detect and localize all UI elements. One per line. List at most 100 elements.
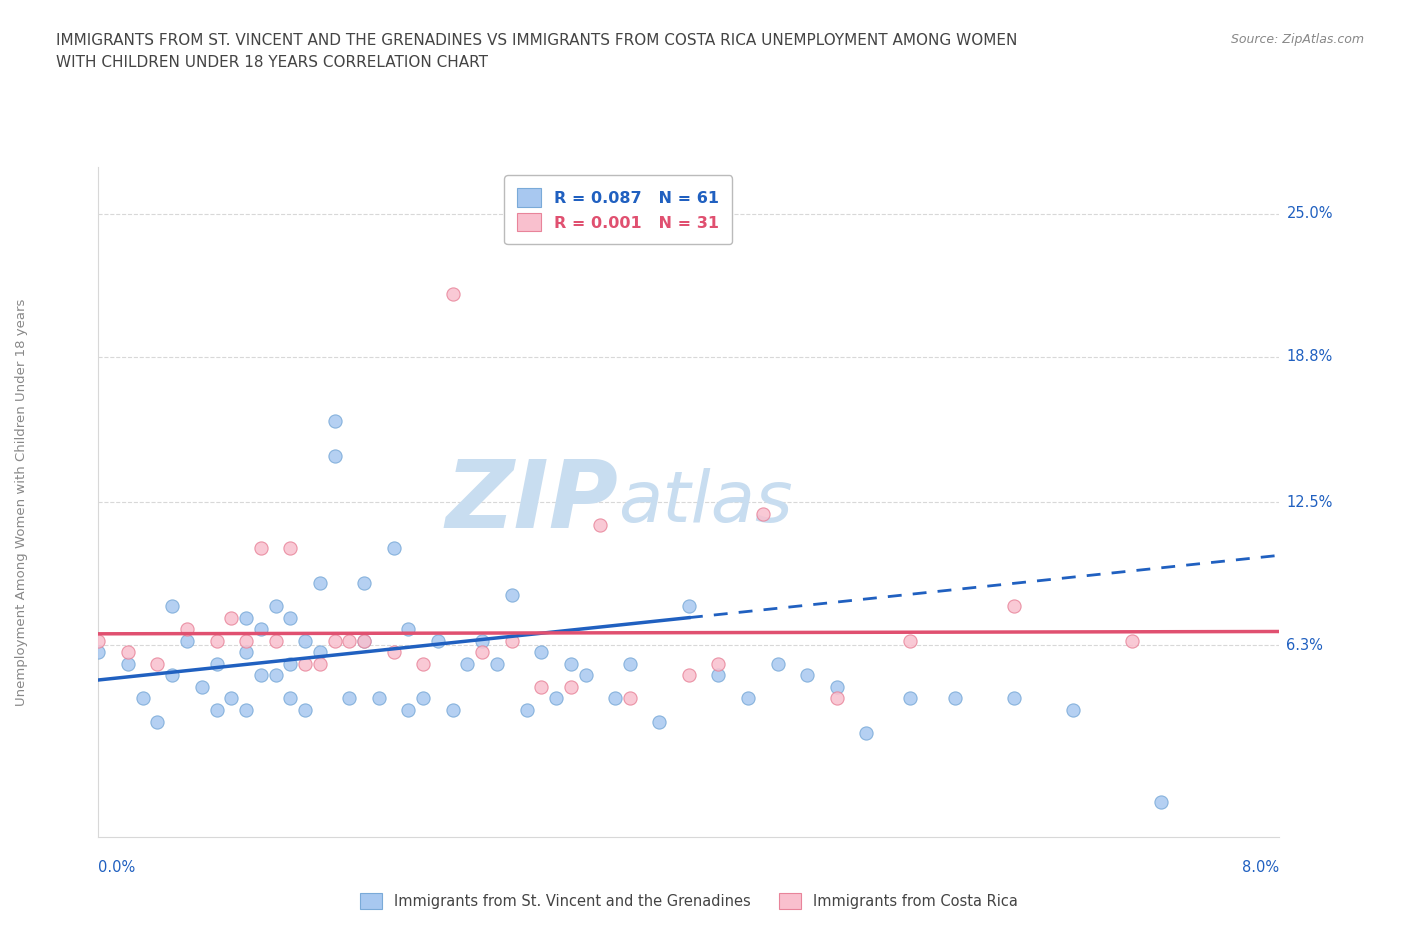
Point	[855, 725, 877, 740]
Point	[1002, 691, 1025, 706]
Text: 8.0%: 8.0%	[1243, 860, 1279, 875]
Point	[456, 657, 478, 671]
Point	[191, 680, 214, 695]
Point	[501, 633, 523, 648]
Point	[605, 691, 627, 706]
Point	[337, 633, 360, 648]
Point	[294, 702, 316, 717]
Point	[205, 702, 228, 717]
Point	[278, 691, 301, 706]
Point	[707, 657, 730, 671]
Text: Unemployment Among Women with Children Under 18 years: Unemployment Among Women with Children U…	[14, 299, 28, 706]
Point	[412, 691, 434, 706]
Point	[278, 610, 301, 625]
Point	[323, 414, 346, 429]
Point	[530, 644, 553, 659]
Point	[205, 657, 228, 671]
Point	[337, 691, 360, 706]
Text: 18.8%: 18.8%	[1286, 350, 1333, 365]
Point	[146, 714, 169, 729]
Point	[294, 657, 316, 671]
Point	[250, 622, 273, 637]
Point	[426, 633, 449, 648]
Point	[308, 644, 332, 659]
Point	[235, 610, 257, 625]
Point	[235, 702, 257, 717]
Point	[205, 633, 228, 648]
Point	[648, 714, 671, 729]
Point	[412, 657, 434, 671]
Text: atlas: atlas	[619, 468, 793, 537]
Point	[367, 691, 389, 706]
Point	[1121, 633, 1143, 648]
Point	[1002, 599, 1025, 614]
Point	[264, 599, 287, 614]
Point	[235, 633, 257, 648]
Point	[678, 599, 700, 614]
Point	[87, 633, 110, 648]
Point	[176, 622, 198, 637]
Point	[87, 644, 110, 659]
Point	[530, 680, 553, 695]
Point	[1150, 795, 1173, 810]
Point	[323, 633, 346, 648]
Point	[353, 633, 375, 648]
Point	[560, 680, 582, 695]
Point	[278, 541, 301, 556]
Point	[441, 287, 464, 302]
Point	[943, 691, 966, 706]
Point	[353, 633, 375, 648]
Point	[589, 518, 612, 533]
Point	[515, 702, 537, 717]
Point	[707, 668, 730, 683]
Point	[308, 576, 332, 591]
Text: IMMIGRANTS FROM ST. VINCENT AND THE GRENADINES VS IMMIGRANTS FROM COSTA RICA UNE: IMMIGRANTS FROM ST. VINCENT AND THE GREN…	[56, 33, 1018, 70]
Text: 12.5%: 12.5%	[1286, 495, 1333, 510]
Point	[619, 691, 641, 706]
Text: Source: ZipAtlas.com: Source: ZipAtlas.com	[1230, 33, 1364, 46]
Point	[162, 599, 183, 614]
Point	[825, 680, 848, 695]
Point	[796, 668, 818, 683]
Text: 0.0%: 0.0%	[98, 860, 135, 875]
Point	[898, 691, 921, 706]
Point	[751, 506, 773, 521]
Point	[219, 610, 242, 625]
Point	[485, 657, 508, 671]
Point	[117, 644, 139, 659]
Point	[382, 541, 405, 556]
Point	[737, 691, 759, 706]
Point	[323, 448, 346, 463]
Point	[898, 633, 921, 648]
Point	[1062, 702, 1084, 717]
Point	[382, 644, 405, 659]
Point	[574, 668, 596, 683]
Point	[619, 657, 641, 671]
Point	[235, 644, 257, 659]
Point	[471, 633, 494, 648]
Point	[353, 576, 375, 591]
Point	[396, 702, 419, 717]
Point	[308, 657, 332, 671]
Point	[250, 668, 273, 683]
Point	[162, 668, 183, 683]
Point	[294, 633, 316, 648]
Point	[471, 644, 494, 659]
Text: 6.3%: 6.3%	[1286, 638, 1323, 653]
Point	[825, 691, 848, 706]
Point	[219, 691, 242, 706]
Legend: Immigrants from St. Vincent and the Grenadines, Immigrants from Costa Rica: Immigrants from St. Vincent and the Gren…	[353, 885, 1025, 917]
Point	[501, 587, 523, 602]
Point	[678, 668, 700, 683]
Point	[146, 657, 169, 671]
Point	[396, 622, 419, 637]
Point	[441, 702, 464, 717]
Point	[264, 633, 287, 648]
Point	[544, 691, 567, 706]
Point	[132, 691, 155, 706]
Point	[560, 657, 582, 671]
Point	[278, 657, 301, 671]
Text: 25.0%: 25.0%	[1286, 206, 1333, 221]
Point	[264, 668, 287, 683]
Point	[176, 633, 198, 648]
